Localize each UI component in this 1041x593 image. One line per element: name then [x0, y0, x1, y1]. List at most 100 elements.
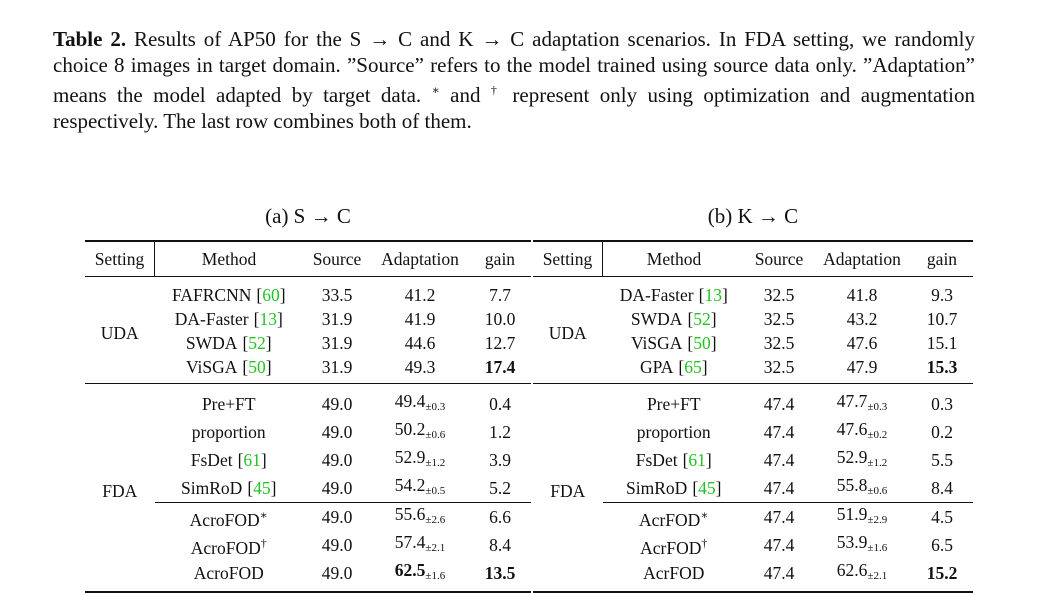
- method-cell: AcrFOD†: [603, 531, 746, 559]
- citation: [45]: [247, 478, 277, 498]
- method-cell: SWDA [52]: [603, 307, 746, 331]
- method-cell: SimRoD [45]: [155, 474, 304, 503]
- source-cell: 49.0: [303, 502, 371, 531]
- header-cell: gain: [911, 241, 973, 277]
- row: SimRoD [45] 47.4 55.8±0.6 8.4: [533, 474, 973, 503]
- caption-label: Table 2.: [53, 27, 127, 51]
- row: DA-Faster [13] 31.9 41.9 10.0: [85, 307, 531, 331]
- source-cell: 32.5: [763, 333, 795, 353]
- source-cell: 49.0: [321, 450, 353, 470]
- gain-cell: 9.3: [911, 276, 973, 307]
- adaptation-value: 47.6: [836, 419, 868, 439]
- header-cell: Adaptation: [371, 241, 469, 277]
- sub-table-title: (a) S → C: [265, 204, 351, 228]
- source-cell: 47.4: [763, 478, 795, 498]
- adaptation-cell: 47.6: [813, 331, 911, 355]
- adaptation-cell: 57.4±2.1: [371, 531, 469, 559]
- citation: [65]: [678, 357, 708, 377]
- adaptation-cell: 41.9: [371, 307, 469, 331]
- citation: [60]: [256, 285, 286, 305]
- adaptation-cell: 47.6±0.2: [813, 418, 911, 446]
- source-cell: 47.4: [763, 450, 795, 470]
- source-cell: 31.9: [321, 333, 353, 353]
- method-name: AcroFOD: [189, 509, 260, 530]
- gain-cell: 0.2: [931, 422, 953, 442]
- adaptation-cell: 52.9±1.2: [813, 446, 911, 474]
- source-cell: 49.0: [321, 422, 353, 442]
- adaptation-cell: 55.6±2.6: [371, 502, 469, 531]
- citation: [45]: [692, 478, 722, 498]
- row: ViSGA [50] 31.9 49.3 17.4: [85, 355, 531, 384]
- std-dev: ±0.3: [867, 401, 888, 413]
- adaptation-cell: 55.8±0.6: [813, 474, 911, 503]
- header-cell: Method: [602, 241, 745, 277]
- method-name: Pre+FT: [201, 394, 256, 414]
- method-name: ViSGA: [630, 333, 683, 353]
- source-cell: 32.5: [745, 276, 813, 307]
- source-cell: 47.4: [745, 383, 813, 418]
- citation: [13]: [698, 285, 728, 305]
- citation: [52]: [242, 333, 272, 353]
- header-cell: Source: [745, 241, 813, 277]
- method-name: FsDet: [635, 450, 678, 470]
- page: Table 2. Results of AP50 for the S → C a…: [53, 27, 975, 593]
- citation: [61]: [682, 450, 712, 470]
- std-dev: ±0.6: [425, 429, 446, 441]
- adaptation-cell: 43.2: [813, 307, 911, 331]
- gain-cell: 0.3: [911, 383, 973, 418]
- gain-cell: 1.2: [489, 422, 511, 442]
- header-cell: Source: [303, 241, 371, 277]
- setting-cell: UDA: [533, 276, 603, 384]
- adaptation-value: 44.6: [404, 333, 436, 353]
- gain-cell: 15.1: [926, 333, 958, 353]
- method-cell: SWDA [52]: [155, 331, 304, 355]
- citation: [50]: [687, 333, 717, 353]
- method-name: DA-Faster: [174, 309, 249, 329]
- gain-cell: 4.5: [911, 502, 973, 531]
- adaptation-value: 52.9: [836, 447, 868, 467]
- method-cell: Pre+FT: [602, 383, 745, 418]
- row: ViSGA [50] 32.5 47.6 15.1: [533, 331, 973, 355]
- method-name: proportion: [191, 422, 266, 442]
- sub-table: (a) S → C Setting Method Source Adaptation ga…: [85, 200, 531, 593]
- row: AcroFOD∗ 49.0 55.6±2.6 6.6: [85, 502, 531, 531]
- method-name: Pre+FT: [646, 394, 701, 414]
- adaptation-cell: 50.2±0.6: [371, 418, 469, 446]
- source-cell: 32.5: [763, 309, 795, 329]
- row: FDA Pre+FT 49.0 49.4±0.3 0.4: [85, 383, 531, 592]
- adaptation-value: 49.4: [394, 391, 426, 411]
- adaptation-value: 57.4: [394, 532, 426, 552]
- row: UDA FAFRCNN [60] 33.5 41.2 7.7: [85, 276, 531, 384]
- citation: [13]: [253, 309, 283, 329]
- adaptation-value: 41.2: [404, 285, 436, 305]
- adaptation-value: 41.9: [404, 309, 436, 329]
- adaptation-cell: 54.2±0.5: [371, 474, 469, 503]
- method-name: proportion: [636, 422, 711, 442]
- adaptation-value: 55.8: [836, 475, 868, 495]
- gain-cell: 0.4: [469, 383, 531, 418]
- method-mark: ∗: [259, 507, 268, 522]
- source-cell: 47.4: [763, 422, 795, 442]
- caption-symbol: ∗: [431, 83, 440, 97]
- adaptation-cell: 49.3: [371, 355, 469, 384]
- row: GPA [65] 32.5 47.9 15.3: [533, 355, 973, 384]
- method-name: ViSGA: [185, 357, 238, 377]
- header-row: Setting Method Source Adaptation gain: [85, 241, 531, 277]
- method-cell: DA-Faster [13]: [602, 276, 745, 307]
- caption-symbol: †: [490, 83, 503, 97]
- method-name: AcroFOD: [190, 537, 261, 558]
- method-cell: Pre+FT: [154, 383, 303, 418]
- adaptation-value: 51.9: [836, 504, 868, 524]
- method-name: FAFRCNN: [171, 285, 252, 305]
- setting-cell: UDA: [85, 276, 155, 384]
- gain-cell: 5.5: [931, 450, 953, 470]
- caption-text: represent only using optimization and au…: [53, 83, 975, 133]
- method-name: AcroFOD: [193, 563, 264, 583]
- gain-cell: 5.2: [489, 478, 511, 498]
- std-dev: ±1.6: [425, 570, 446, 582]
- source-cell: 31.9: [321, 357, 353, 377]
- adaptation-value: 47.9: [846, 357, 878, 377]
- caption-text: Results of AP50 for the S → C and K → C …: [53, 27, 975, 107]
- source-cell: 49.0: [321, 478, 353, 498]
- method-cell: AcroFOD∗: [154, 502, 303, 531]
